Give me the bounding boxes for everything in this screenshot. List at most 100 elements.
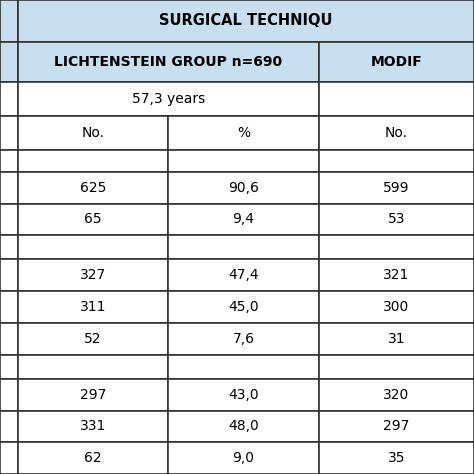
Bar [168, 150, 319, 172]
Bar [0, 42, 18, 82]
Bar [18, 323, 168, 355]
Bar [0, 117, 18, 150]
Bar [18, 150, 168, 172]
Text: 599: 599 [383, 181, 410, 195]
Bar [18, 0, 474, 42]
Bar [0, 291, 18, 323]
Bar [18, 291, 168, 323]
Bar [319, 259, 474, 291]
Bar [0, 379, 18, 410]
Bar [0, 235, 18, 259]
Bar [18, 203, 168, 235]
Text: %: % [237, 126, 250, 140]
Bar [18, 117, 168, 150]
Text: 90,6: 90,6 [228, 181, 259, 195]
Bar [18, 117, 168, 150]
Bar [319, 172, 474, 203]
Bar [319, 150, 474, 172]
Bar [319, 117, 474, 150]
Bar [0, 410, 18, 442]
Bar [18, 203, 168, 235]
Bar [0, 410, 18, 442]
Bar [168, 410, 319, 442]
Bar [18, 172, 168, 203]
Bar [0, 355, 18, 379]
Bar [319, 117, 474, 150]
Bar [0, 42, 18, 82]
Text: 297: 297 [383, 419, 410, 433]
Bar [0, 355, 18, 379]
Bar [168, 172, 319, 203]
Text: MODIF: MODIF [370, 55, 422, 69]
Text: 300: 300 [383, 300, 410, 314]
Text: 9,0: 9,0 [232, 451, 255, 465]
Bar [319, 259, 474, 291]
Bar [18, 82, 319, 117]
Bar [319, 235, 474, 259]
Text: 331: 331 [80, 419, 106, 433]
Bar [168, 323, 319, 355]
Bar [168, 323, 319, 355]
Bar [319, 291, 474, 323]
Text: 53: 53 [388, 212, 405, 227]
Bar [18, 291, 168, 323]
Text: 9,4: 9,4 [232, 212, 255, 227]
Bar [0, 323, 18, 355]
Bar [18, 150, 168, 172]
Text: 52: 52 [84, 332, 102, 346]
Bar [18, 172, 168, 203]
Bar [0, 203, 18, 235]
Bar [319, 82, 474, 117]
Text: 62: 62 [84, 451, 102, 465]
Bar [319, 323, 474, 355]
Bar [168, 291, 319, 323]
Bar [0, 259, 18, 291]
Bar [168, 117, 319, 150]
Bar [0, 259, 18, 291]
Text: No.: No. [385, 126, 408, 140]
Text: 48,0: 48,0 [228, 419, 259, 433]
Bar [319, 172, 474, 203]
Bar [319, 42, 474, 82]
Text: 320: 320 [383, 388, 410, 401]
Bar [319, 203, 474, 235]
Bar [18, 259, 168, 291]
Bar [0, 172, 18, 203]
Bar [319, 379, 474, 410]
Bar [319, 323, 474, 355]
Bar [18, 235, 168, 259]
Bar [168, 442, 319, 474]
Bar [168, 150, 319, 172]
Bar [18, 323, 168, 355]
Bar [319, 235, 474, 259]
Bar [319, 203, 474, 235]
Bar [18, 259, 168, 291]
Bar [319, 410, 474, 442]
Bar [168, 379, 319, 410]
Bar [319, 410, 474, 442]
Bar [168, 442, 319, 474]
Bar [18, 442, 168, 474]
Bar [168, 379, 319, 410]
Bar [168, 355, 319, 379]
Bar [319, 82, 474, 117]
Bar [0, 82, 18, 117]
Bar [18, 235, 168, 259]
Bar [18, 379, 168, 410]
Bar [0, 0, 18, 42]
Bar [18, 442, 168, 474]
Bar [18, 42, 319, 82]
Text: No.: No. [82, 126, 105, 140]
Bar [0, 172, 18, 203]
Bar [168, 355, 319, 379]
Text: 327: 327 [80, 268, 106, 283]
Bar [319, 150, 474, 172]
Bar [319, 379, 474, 410]
Text: 7,6: 7,6 [232, 332, 255, 346]
Bar [18, 410, 168, 442]
Text: 35: 35 [388, 451, 405, 465]
Bar [18, 355, 168, 379]
Bar [0, 203, 18, 235]
Text: 321: 321 [383, 268, 410, 283]
Text: LICHTENSTEIN GROUP n=690: LICHTENSTEIN GROUP n=690 [54, 55, 283, 69]
